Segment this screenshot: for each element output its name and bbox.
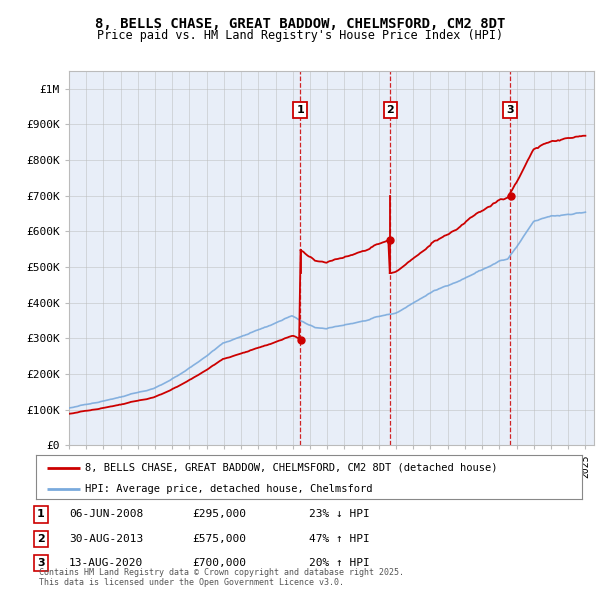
Text: 23% ↓ HPI: 23% ↓ HPI [309,510,370,519]
Text: 13-AUG-2020: 13-AUG-2020 [69,558,143,568]
Text: 8, BELLS CHASE, GREAT BADDOW, CHELMSFORD, CM2 8DT (detached house): 8, BELLS CHASE, GREAT BADDOW, CHELMSFORD… [85,463,497,473]
Text: Contains HM Land Registry data © Crown copyright and database right 2025.
This d: Contains HM Land Registry data © Crown c… [39,568,404,587]
Text: 20% ↑ HPI: 20% ↑ HPI [309,558,370,568]
Text: £295,000: £295,000 [192,510,246,519]
Text: 06-JUN-2008: 06-JUN-2008 [69,510,143,519]
Text: 47% ↑ HPI: 47% ↑ HPI [309,534,370,543]
Text: 2: 2 [37,534,44,543]
Text: 3: 3 [506,105,514,115]
Text: 2: 2 [386,105,394,115]
Text: 30-AUG-2013: 30-AUG-2013 [69,534,143,543]
Text: 1: 1 [37,510,44,519]
Text: 1: 1 [296,105,304,115]
Text: 3: 3 [37,558,44,568]
Text: Price paid vs. HM Land Registry's House Price Index (HPI): Price paid vs. HM Land Registry's House … [97,30,503,42]
Text: £700,000: £700,000 [192,558,246,568]
Text: £575,000: £575,000 [192,534,246,543]
Text: HPI: Average price, detached house, Chelmsford: HPI: Average price, detached house, Chel… [85,484,373,494]
Text: 8, BELLS CHASE, GREAT BADDOW, CHELMSFORD, CM2 8DT: 8, BELLS CHASE, GREAT BADDOW, CHELMSFORD… [95,17,505,31]
